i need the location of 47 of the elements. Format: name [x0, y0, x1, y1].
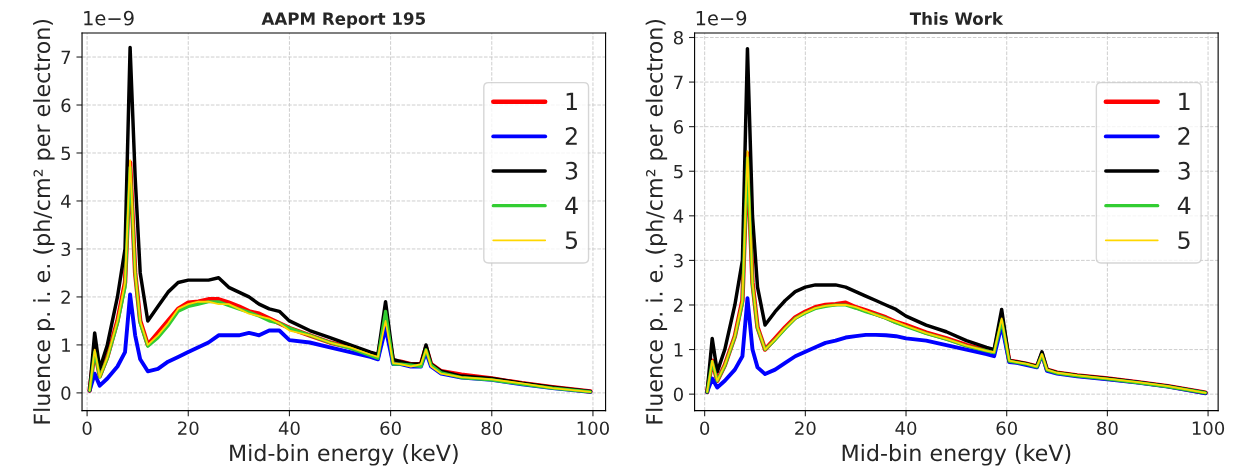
x-tick-label: 60 — [996, 421, 1017, 436]
legend-label: 1 — [1179, 92, 1190, 110]
x-tick-label: 40 — [895, 421, 917, 436]
chart-title: This Work — [909, 12, 1004, 25]
x-tick-label: 20 — [178, 421, 199, 436]
y-tick-label: 5 — [674, 164, 683, 179]
x-axis-title: Mid-bin energy (keV) — [230, 444, 458, 466]
y-tick-label: 7 — [674, 75, 683, 89]
y-tick-label: 3 — [674, 253, 683, 268]
y-tick-label: 6 — [61, 98, 71, 113]
legend-label: 5 — [1178, 231, 1190, 249]
x-tick-label: 60 — [380, 421, 401, 436]
x-axis-title: Mid-bin energy (keV) — [842, 444, 1071, 466]
legend-label: 3 — [1178, 161, 1190, 180]
chart-title: AAPM Report 195 — [261, 12, 425, 29]
x-tick-label: 100 — [1192, 421, 1225, 436]
x-tick-label: 0 — [700, 421, 710, 436]
x-tick-label: 20 — [795, 421, 816, 436]
text: 1e−9 — [84, 10, 134, 26]
y-tick-label: 7 — [61, 50, 71, 64]
text: 1e−9 — [696, 10, 747, 26]
legend-label: 2 — [1178, 127, 1190, 145]
y-tick-label: 3 — [61, 242, 71, 257]
y-tick-label: 0 — [673, 387, 683, 402]
y-tick-label: 2 — [61, 290, 70, 304]
y-tick-label: 2 — [674, 298, 683, 312]
y-tick-label: 4 — [61, 194, 71, 208]
x-tick-label: 80 — [481, 421, 503, 436]
legend-label: 4 — [565, 196, 578, 214]
x-tick-label: 0 — [82, 421, 92, 436]
y-tick-label: 0 — [61, 386, 71, 400]
y-tick-label: 6 — [673, 120, 684, 134]
legend-label: 4 — [1177, 196, 1191, 214]
x-tick-label: 80 — [1097, 421, 1118, 436]
legend-label: 2 — [565, 127, 577, 145]
y-tick-label: 8 — [673, 30, 683, 45]
y-tick-label: 4 — [673, 209, 684, 223]
y-tick-label: 1 — [62, 338, 70, 352]
y-axis-title: Fluence p. i. e. (ph/cm² per electron) — [33, 19, 55, 424]
y-axis-title: Fluence p. i. e. (ph/cm² per electron) — [645, 19, 668, 424]
legend-label: 3 — [565, 161, 578, 180]
x-tick-label: 40 — [278, 421, 300, 436]
legend-label: 5 — [565, 231, 578, 249]
y-tick-label: 5 — [61, 146, 71, 161]
y-tick-label: 1 — [674, 343, 683, 357]
x-tick-label: 100 — [577, 421, 609, 436]
legend-label: 1 — [566, 92, 577, 110]
